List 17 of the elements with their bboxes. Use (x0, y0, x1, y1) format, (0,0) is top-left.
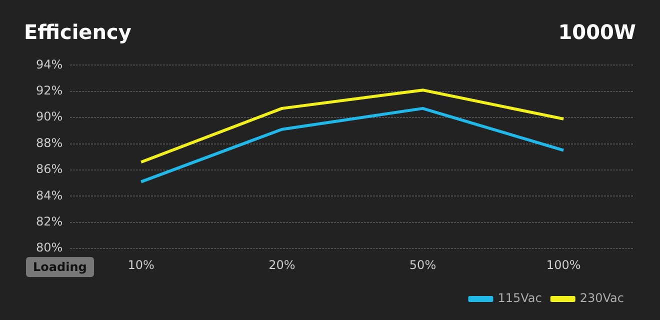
x-tick-label: 50% (409, 258, 436, 272)
chart-subtitle: 1000W (558, 20, 636, 44)
legend-label: 230Vac (580, 291, 624, 306)
y-tick-label: 90% (36, 110, 63, 124)
chart-title: Efficiency (24, 20, 132, 44)
y-tick-label: 80% (36, 240, 63, 255)
y-tick-label: 88% (36, 136, 63, 150)
x-tick-label: 10% (128, 258, 154, 272)
legend-label: 115Vac (498, 291, 542, 306)
x-tick-label: 100% (546, 258, 581, 272)
y-tick-label: 92% (36, 84, 63, 98)
x-tick-label: 20% (268, 258, 296, 272)
y-tick-label: 86% (36, 162, 63, 176)
y-tick-label: 82% (36, 214, 63, 229)
y-tick-label: 84% (36, 188, 63, 202)
x-axis-title: Loading (26, 257, 94, 277)
y-tick-label: 94% (36, 57, 63, 72)
